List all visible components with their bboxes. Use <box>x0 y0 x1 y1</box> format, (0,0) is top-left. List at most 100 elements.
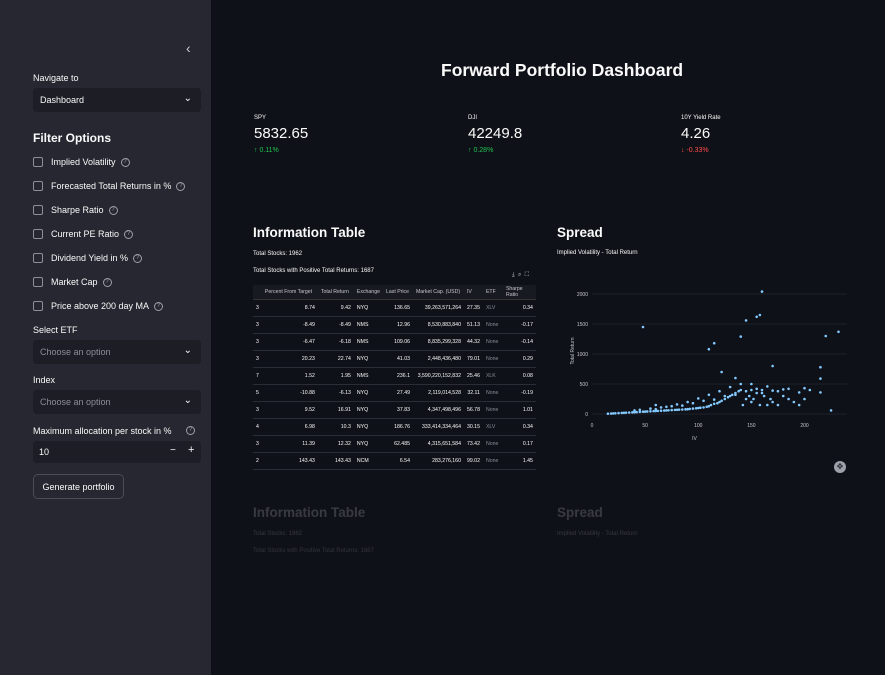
table-cell[interactable]: 1.01 <box>502 401 536 419</box>
table-cell[interactable]: -6.18 <box>317 333 354 351</box>
table-cell[interactable]: 1.45 <box>502 452 536 470</box>
table-cell[interactable]: 22.74 <box>317 350 354 368</box>
table-cell[interactable]: 30.15 <box>463 418 483 436</box>
table-cell[interactable]: 25.46 <box>463 367 483 385</box>
checkbox[interactable] <box>33 205 43 215</box>
download-icon[interactable]: ⤓ <box>512 272 515 278</box>
table-row[interactable]: 3 8.74 9.42 NYQ 136.65 39,263,571,264 27.35 XLV… <box>253 299 536 317</box>
help-icon[interactable]: ? <box>108 205 118 215</box>
table-cell[interactable]: None <box>482 350 503 368</box>
table-cell[interactable]: 0.17 <box>502 435 536 453</box>
table-cell[interactable]: -6.47 <box>261 333 318 351</box>
table-cell[interactable]: None <box>482 401 503 419</box>
help-icon[interactable]: ? <box>186 426 195 435</box>
filter-sharpe-ratio[interactable]: Sharpe Ratio ? <box>33 205 118 215</box>
max-allocation-value[interactable]: 10 <box>39 447 50 457</box>
table-cell[interactable]: 2,119,014,528 <box>412 384 464 402</box>
table-row[interactable]: 5 -10.88 -6.13 NYQ 27.49 2,119,014,528 32.11 No… <box>253 384 536 402</box>
information-table[interactable]: Percent From Target Total Return Exchang… <box>253 285 536 470</box>
filter-market-cap[interactable]: Market Cap ? <box>33 277 112 287</box>
scatter-chart[interactable]: 0 500 1000 1500 2000 0 50 100 150 200 IV Total Retu… <box>557 258 857 448</box>
decrement-button[interactable]: − <box>170 445 176 456</box>
table-cell[interactable]: 27.49 <box>382 384 413 402</box>
fab-icon[interactable]: ✥ <box>834 461 846 473</box>
table-cell[interactable]: -0.19 <box>502 384 536 402</box>
table-cell[interactable]: 8,530,883,840 <box>412 316 464 334</box>
col-sharpe-ratio[interactable]: Sharpe Ratio <box>502 285 536 300</box>
table-cell[interactable]: None <box>482 435 503 453</box>
help-icon[interactable]: ? <box>176 181 186 191</box>
help-icon[interactable]: ? <box>133 253 143 263</box>
table-cell[interactable]: 6.54 <box>382 452 413 470</box>
table-cell[interactable]: 12.96 <box>382 316 413 334</box>
table-cell[interactable]: None <box>482 316 503 334</box>
table-row[interactable]: 7 1.52 1.95 NMS 236.1 3,590,220,152,832 25.46 X… <box>253 367 536 385</box>
index-select[interactable]: Choose an option ⌄ <box>33 390 201 414</box>
collapse-sidebar-icon[interactable]: ‹ <box>186 40 191 56</box>
etf-select[interactable]: Choose an option ⌄ <box>33 340 201 364</box>
table-cell[interactable]: 9.42 <box>317 299 354 317</box>
table-cell[interactable]: NMS <box>353 367 383 385</box>
table-cell[interactable]: -8.49 <box>317 316 354 334</box>
table-cell[interactable]: 143.43 <box>317 452 354 470</box>
table-cell[interactable]: XLK <box>482 367 503 385</box>
table-cell[interactable]: 1.52 <box>261 367 318 385</box>
table-cell[interactable]: 2 <box>253 452 262 470</box>
checkbox[interactable] <box>33 229 43 239</box>
table-cell[interactable]: 0.34 <box>502 418 536 436</box>
table-cell[interactable]: 143.43 <box>261 452 318 470</box>
table-cell[interactable]: 27.35 <box>463 299 483 317</box>
checkbox[interactable] <box>33 301 43 311</box>
table-cell[interactable]: 73.42 <box>463 435 483 453</box>
filter-current-pe-ratio[interactable]: Current PE Ratio ? <box>33 229 134 239</box>
table-cell[interactable]: 6.98 <box>261 418 318 436</box>
table-row[interactable]: 4 6.98 10.3 NYQ 186.76 333,414,334,464 30.15 XL… <box>253 418 536 436</box>
table-cell[interactable]: 62.485 <box>382 435 413 453</box>
col-market-cap[interactable]: Market Cap. (USD) <box>412 285 464 300</box>
table-cell[interactable]: -0.14 <box>502 333 536 351</box>
table-cell[interactable]: NYQ <box>353 435 383 453</box>
table-cell[interactable]: 39,263,571,264 <box>412 299 464 317</box>
table-cell[interactable]: 37.83 <box>382 401 413 419</box>
max-allocation-input[interactable]: 10 − + <box>33 441 201 463</box>
table-cell[interactable]: None <box>482 333 503 351</box>
table-cell[interactable]: 56.78 <box>463 401 483 419</box>
table-cell[interactable]: 3 <box>253 401 262 419</box>
filter-price-above-200ma[interactable]: Price above 200 day MA ? <box>33 301 164 311</box>
table-cell[interactable]: 99.02 <box>463 452 483 470</box>
fullscreen-icon[interactable]: ⛶ <box>524 272 529 278</box>
table-cell[interactable]: 4 <box>253 418 262 436</box>
table-cell[interactable]: 283,276,160 <box>412 452 464 470</box>
checkbox[interactable] <box>33 181 43 191</box>
col-total-return[interactable]: Total Return <box>317 285 354 300</box>
table-cell[interactable]: 4,347,498,496 <box>412 401 464 419</box>
table-cell[interactable]: 9.52 <box>261 401 318 419</box>
table-cell[interactable]: 4,315,651,584 <box>412 435 464 453</box>
table-cell[interactable]: 3 <box>253 333 262 351</box>
table-cell[interactable]: 8.74 <box>261 299 318 317</box>
table-cell[interactable]: 333,414,334,464 <box>412 418 464 436</box>
col-index[interactable] <box>253 285 262 300</box>
table-cell[interactable]: NCM <box>353 452 383 470</box>
table-cell[interactable]: 2,448,436,480 <box>412 350 464 368</box>
help-icon[interactable]: ? <box>102 277 112 287</box>
search-icon[interactable]: ⌕ <box>518 272 522 278</box>
table-cell[interactable]: 32.11 <box>463 384 483 402</box>
table-cell[interactable]: 0.29 <box>502 350 536 368</box>
table-row[interactable]: 2 143.43 143.43 NCM 6.54 283,276,160 99.02 None… <box>253 452 536 470</box>
table-cell[interactable]: NYQ <box>353 401 383 419</box>
table-cell[interactable]: 79.01 <box>463 350 483 368</box>
table-cell[interactable]: 136.65 <box>382 299 413 317</box>
filter-implied-volatility[interactable]: Implied Volatility ? <box>33 157 130 167</box>
table-row[interactable]: 3 9.52 16.91 NYQ 37.83 4,347,498,496 56.78 None… <box>253 401 536 419</box>
help-icon[interactable]: ? <box>154 301 164 311</box>
filter-dividend-yield[interactable]: Dividend Yield in % ? <box>33 253 143 263</box>
checkbox[interactable] <box>33 157 43 167</box>
table-cell[interactable]: None <box>482 384 503 402</box>
table-cell[interactable]: 11.39 <box>261 435 318 453</box>
table-cell[interactable]: 5 <box>253 384 262 402</box>
table-cell[interactable]: NYQ <box>353 299 383 317</box>
col-percent-from-target[interactable]: Percent From Target <box>261 285 318 300</box>
table-cell[interactable]: 3,590,220,152,832 <box>412 367 464 385</box>
table-cell[interactable]: 236.1 <box>382 367 413 385</box>
